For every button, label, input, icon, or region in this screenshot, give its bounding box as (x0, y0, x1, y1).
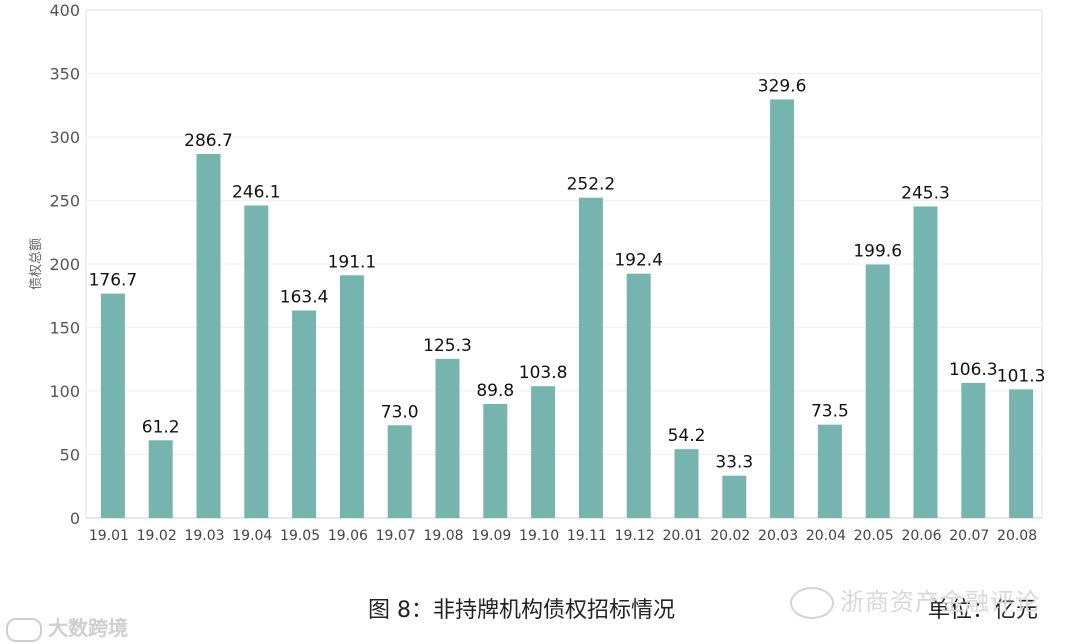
x-tick-label: 20.01 (662, 528, 702, 544)
bar (387, 425, 412, 518)
bar (292, 310, 317, 518)
bar (770, 99, 795, 519)
data-label: 103.8 (519, 363, 568, 383)
y-tick-label: 150 (49, 319, 80, 338)
x-tick-label: 20.03 (758, 528, 798, 544)
bar (196, 153, 221, 519)
x-tick-label: 20.08 (997, 528, 1037, 544)
data-label: 89.8 (476, 381, 514, 401)
x-tick-label: 19.01 (89, 528, 129, 544)
x-tick-label: 20.04 (806, 528, 846, 544)
y-tick-label: 350 (49, 65, 80, 84)
x-tick-label: 19.06 (328, 528, 368, 544)
bar (435, 358, 460, 518)
data-label: 54.2 (668, 426, 706, 446)
watermark-right-text: 浙商资产金融评论 (840, 588, 1040, 616)
x-tick-label: 19.07 (376, 528, 416, 544)
data-label: 329.6 (758, 76, 807, 96)
bar (961, 382, 986, 518)
unit-label: 单位：亿元 (928, 598, 1039, 623)
y-tick-label: 50 (60, 446, 80, 465)
x-tick-label: 19.05 (280, 528, 320, 544)
x-tick-label: 19.02 (137, 528, 177, 544)
y-tick-label: 200 (49, 255, 80, 274)
x-tick-label: 19.11 (567, 528, 607, 544)
watermark-left-text: 大数跨境 (48, 616, 128, 640)
y-tick-label: 250 (49, 192, 80, 211)
x-tick-label: 19.04 (232, 528, 272, 544)
y-axis-label: 债权总额 (28, 238, 44, 290)
y-tick-label: 0 (70, 509, 80, 528)
bar (100, 293, 125, 518)
watermark-right: 浙商资产金融评论 (790, 582, 1040, 619)
bar (531, 386, 556, 518)
y-tick-label: 400 (49, 1, 80, 20)
bar (722, 475, 747, 518)
data-label: 73.0 (381, 402, 419, 422)
data-label: 33.3 (715, 453, 753, 473)
x-tick-label: 20.02 (710, 528, 750, 544)
data-label: 192.4 (614, 251, 663, 271)
data-label: 176.7 (89, 271, 138, 291)
x-tick-label: 20.07 (949, 528, 989, 544)
bar (148, 440, 173, 518)
data-label: 286.7 (184, 131, 233, 151)
bar (817, 424, 842, 518)
data-label: 61.2 (142, 417, 180, 437)
bar (1009, 389, 1034, 518)
data-label: 101.3 (997, 366, 1046, 386)
x-tick-label: 19.09 (471, 528, 511, 544)
data-label: 252.2 (567, 175, 616, 195)
data-label: 245.3 (901, 183, 950, 203)
data-label: 73.5 (811, 402, 849, 422)
bar (244, 205, 269, 518)
x-tick-label: 19.12 (615, 528, 655, 544)
data-label: 106.3 (949, 360, 998, 380)
y-tick-label: 100 (49, 382, 80, 401)
x-tick-label: 19.10 (519, 528, 559, 544)
data-label: 191.1 (328, 252, 377, 272)
data-label: 125.3 (423, 336, 472, 356)
bar (578, 197, 603, 518)
x-tick-label: 19.03 (184, 528, 224, 544)
bar (913, 206, 938, 518)
logo-icon (6, 617, 42, 642)
x-tick-label: 20.06 (901, 528, 941, 544)
data-label: 163.4 (280, 287, 329, 307)
data-label: 199.6 (853, 242, 902, 262)
x-tick-label: 20.05 (854, 528, 894, 544)
bar (483, 403, 508, 518)
bar (626, 273, 651, 518)
y-tick-label: 300 (49, 128, 80, 147)
bar (865, 264, 890, 518)
wechat-icon (790, 587, 834, 619)
data-label: 246.1 (232, 182, 281, 202)
bar (674, 449, 699, 518)
bar (339, 275, 364, 518)
figure-caption: 图 8：非持牌机构债权招标情况 (368, 598, 675, 623)
watermark-left: 大数跨境 (6, 612, 128, 642)
x-tick-label: 19.08 (423, 528, 463, 544)
